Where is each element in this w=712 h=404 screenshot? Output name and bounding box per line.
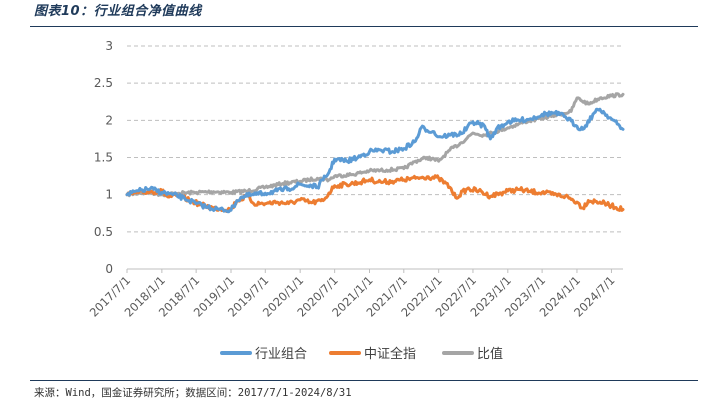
x-axis-ticks: 2017/7/12018/1/12018/7/12019/1/12019/7/1… [87,269,618,320]
figure-title: 图表10：行业组合净值曲线 [34,4,202,19]
source-rule [30,380,698,381]
legend-label: 比值 [477,346,503,362]
title-rule [30,26,698,27]
y-tick-label: 0 [105,262,113,276]
y-tick-label: 3 [105,39,113,53]
y-tick-label: 1 [105,188,113,202]
legend-label: 行业组合 [255,347,307,362]
series-lines [125,92,625,214]
legend-label: 中证全指 [364,346,416,362]
y-tick-label: 0.5 [94,225,113,239]
y-axis-ticks: 0 0.5 1 1.5 2 2.5 3 [94,39,113,276]
gridlines [127,45,623,270]
series-line-0 [125,92,625,198]
y-tick-label: 2 [105,113,113,127]
source-note: 来源：Wind，国金证券研究所；数据区间：2017/7/1-2024/8/31 [34,387,352,399]
series-line-2 [125,107,625,214]
y-tick-label: 1.5 [94,151,113,165]
y-tick-label: 2.5 [94,76,113,90]
legend: 行业组合 中证全指 比值 [220,346,503,362]
